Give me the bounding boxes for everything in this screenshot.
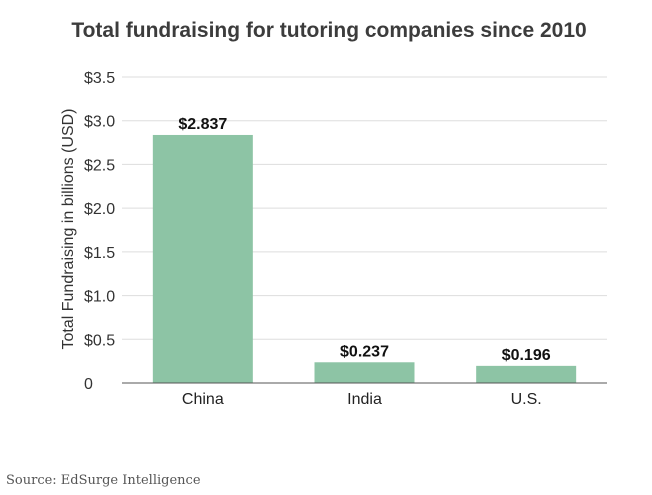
y-tick-label: $3.5 [84,70,115,87]
axes: 0 $0.5 $1.0 $1.5 $2.0 $2.5 $3.0 $3.5 China India U… [84,70,607,408]
y-tick-label: $3.0 [84,114,115,131]
y-tick-label: $1.0 [84,289,115,306]
data-label: $2.837 [178,116,227,133]
y-tick-label: $2.0 [84,201,115,218]
x-tick-label: U.S. [511,391,542,408]
chart-title: Total fundraising for tutoring companies… [71,19,586,42]
bar [152,134,253,383]
y-tick-label: $0.5 [84,332,115,349]
y-tick-label: $2.5 [84,157,115,174]
data-label: $0.196 [502,347,551,364]
source-note: Source: EdSurge Intelligence [6,473,201,488]
y-axis-label: Total Fundraising in billions (USD) [60,109,77,350]
chart: Total fundraising for tutoring companies… [60,19,607,408]
y-tick-label: $1.5 [84,245,115,262]
x-tick-label: China [182,391,224,408]
bar [314,362,415,383]
bars: $2.837 $0.237 $0.196 [152,116,577,383]
y-tick-label: 0 [84,376,93,393]
bar [476,365,577,383]
data-label: $0.237 [340,343,389,360]
x-tick-label: India [347,391,382,408]
